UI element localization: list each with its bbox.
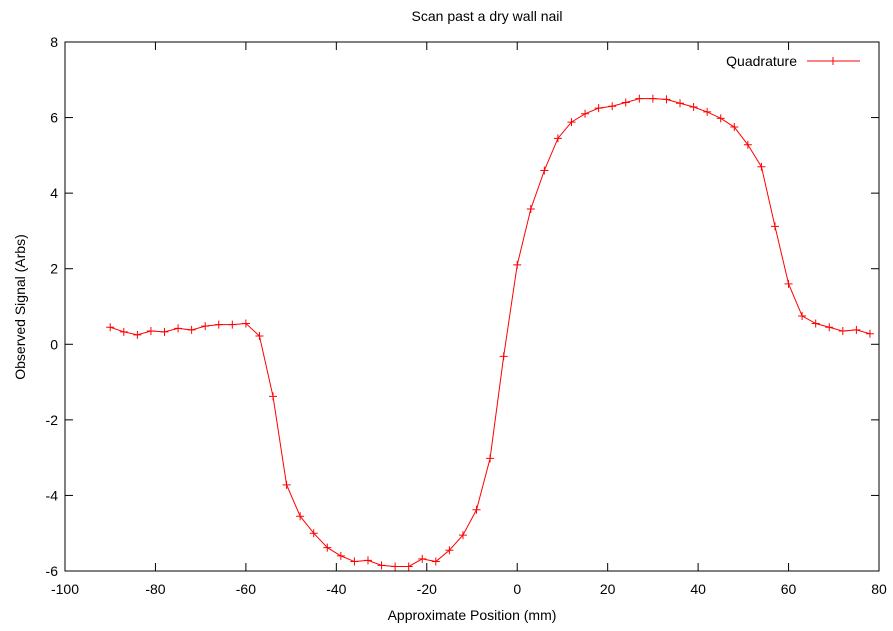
legend: Quadrature [726,53,860,69]
data-point [770,222,779,231]
data-point [676,99,685,108]
data-point [187,325,196,334]
data-point [716,114,725,123]
data-point [594,104,603,113]
data-point [567,118,576,127]
data-point [214,320,223,329]
data-point [269,392,278,401]
data-point [838,327,847,336]
data-point [106,323,115,332]
data-point [133,330,142,339]
y-tick-label: 2 [50,261,58,277]
data-point [458,531,467,540]
data-point [581,109,590,118]
data-point [146,327,155,336]
data-point [513,260,522,269]
x-tick-label: 60 [781,581,797,597]
x-tick-label: -60 [236,581,256,597]
series-layer [106,94,874,571]
data-point [825,323,834,332]
x-tick-label: 80 [871,581,887,597]
data-point [323,543,332,552]
data-point [431,557,440,566]
data-point [798,311,807,320]
x-tick-label: 40 [690,581,706,597]
y-tick-label: 6 [50,110,58,126]
y-tick-label: -4 [46,487,59,503]
legend-marker-quadrature [829,57,837,65]
data-point [350,557,359,566]
x-tick-label: -40 [326,581,346,597]
data-point [472,505,481,514]
data-point [757,162,766,171]
data-point [174,324,183,333]
data-point [648,94,657,103]
y-tick-label: -2 [46,412,59,428]
data-point [553,134,562,143]
data-point [811,319,820,328]
x-tick-label: -20 [417,581,437,597]
data-point [852,325,861,334]
data-point [228,320,237,329]
data-point [377,561,386,570]
legend-label-quadrature: Quadrature [726,53,797,69]
data-point [160,327,169,336]
data-point [255,331,264,340]
data-point [526,205,535,214]
data-point [282,480,291,489]
plot-frame [64,41,880,572]
x-axis-label: Approximate Position (mm) [388,607,557,623]
data-point [309,529,318,538]
data-point [662,95,671,104]
data-point [418,554,427,563]
data-point [363,556,372,565]
data-point [391,562,400,571]
data-point [486,454,495,463]
data-point [119,327,128,336]
data-point [296,512,305,521]
data-point [689,102,698,111]
series-line-quadrature [110,98,871,567]
data-point [784,279,793,288]
data-point [404,562,413,571]
x-tick-label: -100 [51,581,79,597]
x-axis-ticks: -100 -80 -60 -40 -20 0 20 40 60 80 [51,42,887,597]
data-point [635,94,644,103]
data-point [703,107,712,116]
data-point [608,102,617,111]
data-point [540,166,549,175]
data-point [865,329,874,338]
y-tick-label: 0 [50,336,58,352]
chart-title: Scan past a dry wall nail [412,8,563,24]
data-point [621,98,630,107]
x-tick-label: -80 [145,581,165,597]
y-axis-label: Observed Signal (Arbs) [12,234,28,380]
data-point [499,352,508,361]
x-tick-label: 20 [600,581,616,597]
y-axis-ticks: -6 -4 -2 0 2 4 6 8 [46,34,879,579]
data-point [241,319,250,328]
data-point [743,140,752,149]
x-tick-label: 0 [513,581,521,597]
y-tick-label: 8 [50,34,58,50]
data-point [336,551,345,560]
data-point [730,123,739,132]
y-tick-label: 4 [50,185,58,201]
data-point [445,546,454,555]
data-point [201,322,210,331]
y-tick-label: -6 [46,563,59,579]
